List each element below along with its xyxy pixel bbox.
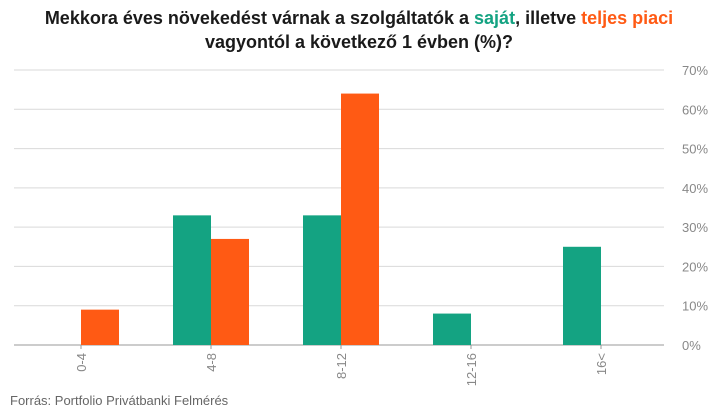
y-tick-label: 60% [682, 102, 708, 117]
title-line2: vagyontól a következő 1 évben (%)? [204, 32, 514, 52]
title-highlight-own: saját [474, 8, 516, 28]
bar-own [563, 246, 601, 345]
bar-own [303, 215, 341, 345]
y-tick-label: 40% [682, 181, 708, 196]
source-note: Forrás: Portfolio Privátbanki Felmérés [10, 393, 229, 408]
bar-market [81, 309, 119, 345]
bar-own [433, 313, 471, 345]
x-tick-label: 4-8 [204, 353, 219, 372]
y-tick-label: 20% [682, 259, 708, 274]
y-tick-label: 0% [682, 338, 701, 353]
x-tick-label: 8-12 [334, 353, 349, 379]
bar-market [341, 93, 379, 345]
x-tick-label: 12-16 [464, 353, 479, 386]
bar-market [211, 238, 249, 345]
title-highlight-market: teljes piaci [581, 8, 674, 28]
y-tick-label: 30% [682, 220, 708, 235]
y-tick-label: 10% [682, 299, 708, 314]
title-part1: Mekkora éves növekedést várnak a szolgál… [44, 8, 475, 28]
bar-own [173, 215, 211, 345]
title-part2: , illetve [515, 8, 582, 28]
x-tick-label: 16< [594, 353, 609, 375]
x-tick-label: 0-4 [74, 353, 89, 372]
chart-title: Mekkora éves növekedést várnak a szolgál… [0, 6, 718, 54]
y-tick-label: 70% [682, 63, 708, 78]
y-tick-label: 50% [682, 142, 708, 157]
